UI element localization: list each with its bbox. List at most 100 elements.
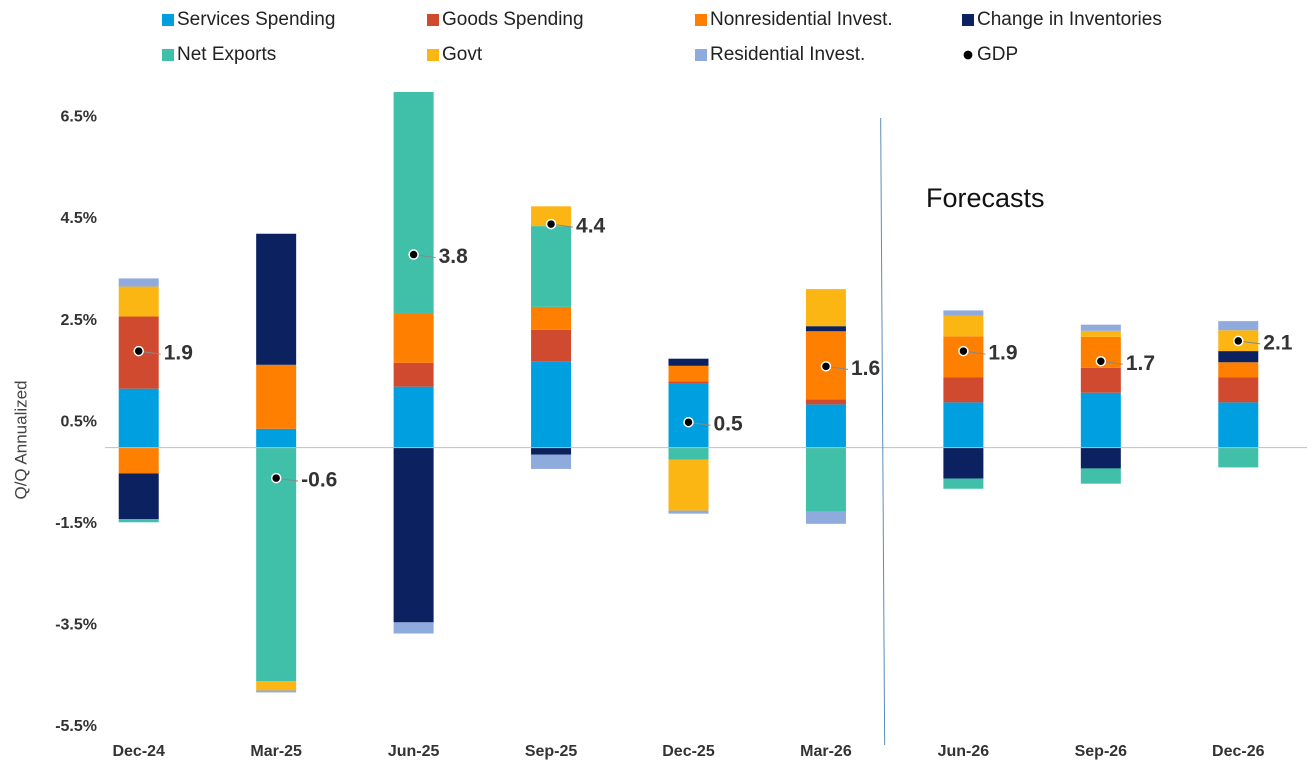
bar-segment bbox=[1080, 468, 1121, 484]
bar-segment bbox=[531, 447, 572, 455]
bar-segment bbox=[943, 402, 984, 448]
bar-segment bbox=[1218, 362, 1259, 378]
bar-segment bbox=[668, 510, 709, 514]
gdp-dot bbox=[133, 345, 144, 357]
bar-segment bbox=[256, 681, 297, 691]
bar-segment bbox=[668, 381, 709, 384]
bar-segment bbox=[805, 511, 846, 524]
x-tick-label: Sep-25 bbox=[525, 743, 578, 760]
gdp-dot bbox=[1233, 335, 1244, 347]
bar-segment bbox=[1218, 402, 1259, 448]
legend-label: Change in Inventories bbox=[977, 9, 1162, 30]
x-tick-label: Mar-26 bbox=[800, 743, 852, 760]
gdp-dot bbox=[683, 416, 694, 428]
bar-segment bbox=[668, 447, 709, 460]
bar-segment bbox=[943, 336, 984, 378]
bar-segment bbox=[256, 233, 297, 365]
data-label: 1.7 bbox=[1126, 352, 1155, 375]
bar-segment bbox=[1218, 321, 1259, 331]
legend-label: Residential Invest. bbox=[710, 44, 865, 65]
bar-segment bbox=[531, 226, 572, 307]
bar-segment bbox=[118, 519, 159, 523]
legend-marker bbox=[695, 49, 707, 61]
bar-segment bbox=[1080, 447, 1121, 469]
legend-label: Net Exports bbox=[177, 44, 276, 65]
data-label: 1.9 bbox=[988, 342, 1017, 365]
bar-segment bbox=[943, 315, 984, 337]
legend-marker bbox=[695, 14, 707, 26]
bar-segment bbox=[118, 388, 159, 448]
bar-segment bbox=[943, 447, 984, 479]
bar-segment bbox=[1218, 377, 1259, 403]
bar-segment bbox=[118, 473, 159, 520]
legend-marker bbox=[162, 49, 174, 61]
legend-marker bbox=[162, 14, 174, 26]
legend-label: Services Spending bbox=[177, 9, 335, 30]
bar-segment bbox=[1080, 392, 1121, 448]
legend-marker bbox=[962, 49, 974, 61]
bar-segment bbox=[1080, 324, 1121, 331]
bar-segment bbox=[805, 399, 846, 405]
bar-segment bbox=[393, 386, 434, 448]
bar-segment bbox=[805, 289, 846, 327]
bar-segment bbox=[943, 478, 984, 489]
bar-segment bbox=[1080, 330, 1121, 337]
bar-segment bbox=[531, 329, 572, 362]
legend-marker bbox=[427, 49, 439, 61]
bar-segment bbox=[393, 312, 434, 363]
data-label: -0.6 bbox=[301, 469, 337, 492]
gdp-dot bbox=[270, 472, 282, 484]
bar-segment bbox=[256, 364, 297, 429]
y-tick-label: 6.5% bbox=[61, 109, 97, 126]
y-tick-label: 4.5% bbox=[61, 210, 97, 227]
x-tick-label: Dec-26 bbox=[1212, 743, 1265, 760]
bar-segment bbox=[943, 377, 984, 403]
bar-segment bbox=[256, 428, 297, 448]
x-tick-label: Jun-26 bbox=[938, 743, 990, 760]
annotation: Forecasts bbox=[926, 183, 1045, 213]
gdp-dot bbox=[958, 345, 969, 357]
legend-marker bbox=[962, 14, 974, 26]
legend-label: Nonresidential Invest. bbox=[710, 9, 893, 30]
forecast-divider bbox=[880, 117, 886, 746]
bar-segment bbox=[531, 454, 572, 469]
y-tick-label: -3.5% bbox=[55, 617, 97, 634]
gdp-dot bbox=[1095, 355, 1107, 367]
bar-segment bbox=[805, 447, 846, 512]
bar-segment bbox=[668, 383, 709, 448]
data-label: 1.9 bbox=[164, 342, 193, 365]
y-tick-label: -5.5% bbox=[55, 718, 97, 735]
data-label: 1.6 bbox=[851, 357, 880, 380]
bars bbox=[118, 92, 1259, 693]
gdp-dot bbox=[545, 218, 557, 230]
bar-segment bbox=[393, 92, 434, 313]
bar-segment bbox=[943, 310, 984, 316]
legend-label: Govt bbox=[442, 44, 483, 65]
bar-segment bbox=[531, 206, 572, 227]
bar-segment bbox=[256, 690, 297, 693]
data-label: 0.5 bbox=[714, 413, 744, 436]
bar-segment bbox=[668, 358, 709, 366]
bar-segment bbox=[805, 326, 846, 332]
bar-segment bbox=[668, 365, 709, 382]
bar-segment bbox=[118, 286, 159, 317]
bar-segment bbox=[393, 622, 434, 634]
legend-marker bbox=[427, 14, 439, 26]
y-tick-label: -1.5% bbox=[55, 515, 97, 532]
bar-segment bbox=[1080, 367, 1121, 393]
y-tick-label: 2.5% bbox=[61, 312, 97, 329]
bar-segment bbox=[531, 306, 572, 330]
bar-segment bbox=[1218, 447, 1259, 468]
gdp-dot bbox=[408, 249, 419, 260]
x-tick-label: Jun-25 bbox=[388, 743, 440, 760]
y-axis-title: Q/Q Annualized bbox=[11, 380, 30, 499]
bar-segment bbox=[1218, 351, 1259, 363]
data-label: 4.4 bbox=[576, 215, 606, 238]
gdp-dot bbox=[820, 361, 832, 372]
bar-segment bbox=[668, 459, 709, 511]
data-label: 3.8 bbox=[439, 245, 469, 268]
bar-segment bbox=[805, 404, 846, 448]
data-label: 2.1 bbox=[1263, 331, 1293, 354]
y-tick-label: 0.5% bbox=[61, 413, 97, 430]
